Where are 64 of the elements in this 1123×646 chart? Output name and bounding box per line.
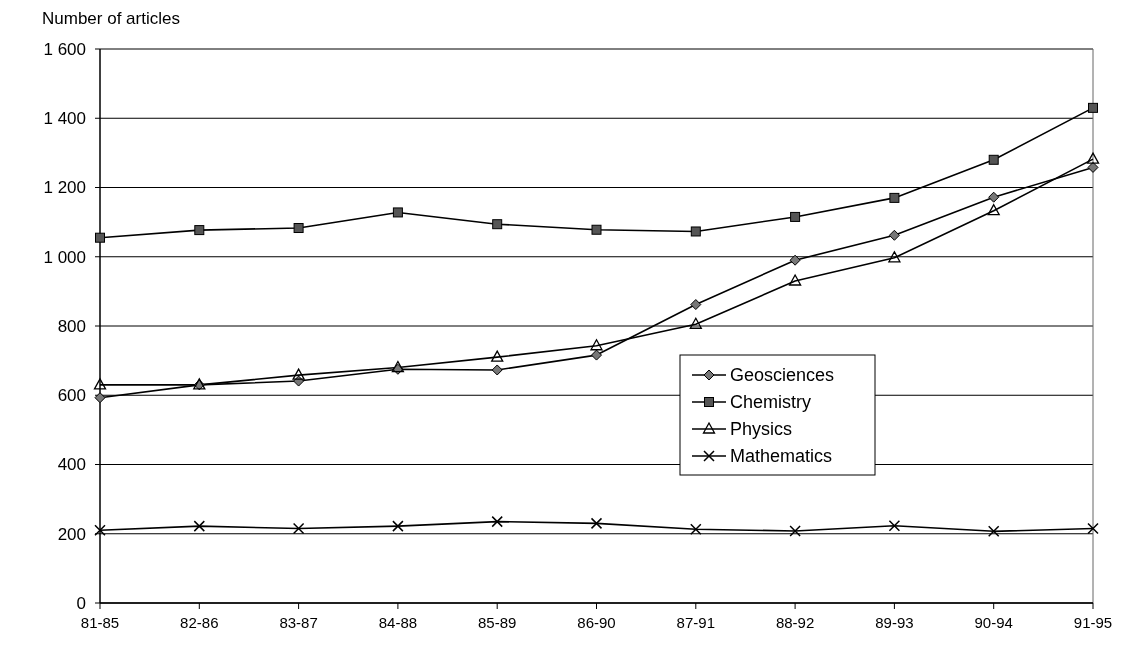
point xyxy=(789,525,801,537)
point xyxy=(987,525,1000,538)
y-tick-label: 1 600 xyxy=(43,39,86,59)
point xyxy=(988,154,999,165)
legend-label: Mathematics xyxy=(730,446,833,467)
point xyxy=(788,274,802,286)
y-tick-label: 1 400 xyxy=(43,109,86,129)
point xyxy=(94,524,106,537)
point xyxy=(193,520,206,532)
point xyxy=(690,299,702,311)
y-tick-label: 800 xyxy=(57,316,86,336)
point xyxy=(591,349,602,361)
point xyxy=(491,364,503,376)
x-tick-label: 84-88 xyxy=(378,614,418,631)
x-tick-label: 85-89 xyxy=(478,614,517,631)
point xyxy=(194,225,205,236)
point xyxy=(93,378,107,390)
point xyxy=(590,517,603,530)
x-tick-label: 86-90 xyxy=(577,614,616,631)
x-tick-label: 87-91 xyxy=(676,614,715,631)
y-axis-title: Number of articles xyxy=(42,9,180,28)
legend-label: Physics xyxy=(730,419,793,440)
point xyxy=(1087,522,1099,535)
y-tick-label: 400 xyxy=(57,455,86,475)
x-tick-label: 90-94 xyxy=(974,614,1013,631)
point xyxy=(293,223,304,234)
point xyxy=(789,254,801,266)
x-tick-label: 82-86 xyxy=(180,614,219,631)
point xyxy=(888,251,901,263)
point xyxy=(1088,102,1098,113)
x-tick-label: 83-87 xyxy=(279,614,318,631)
point xyxy=(95,232,105,243)
legend-label: Geosciences xyxy=(730,365,835,386)
point xyxy=(1086,152,1100,164)
y-tick-label: 200 xyxy=(57,524,86,544)
point xyxy=(690,226,701,237)
x-tick-label: 91-95 xyxy=(1073,614,1113,631)
x-tick-label: 88-92 xyxy=(775,614,815,631)
point xyxy=(1087,161,1099,173)
point xyxy=(987,204,1000,216)
point xyxy=(392,520,404,532)
y-tick-label: 1 200 xyxy=(43,178,86,198)
x-tick-label: 81-85 xyxy=(80,614,120,631)
point xyxy=(392,207,403,218)
point xyxy=(94,392,106,404)
point xyxy=(292,368,305,380)
point xyxy=(988,191,1000,203)
y-tick-label: 1 000 xyxy=(43,247,86,267)
legend-label: Chemistry xyxy=(730,392,812,413)
point xyxy=(889,192,900,203)
point xyxy=(591,224,602,235)
point xyxy=(590,339,603,351)
point xyxy=(690,523,702,535)
y-tick-label: 0 xyxy=(76,593,86,613)
point xyxy=(888,520,901,532)
point xyxy=(689,317,702,329)
x-tick-label: 89-93 xyxy=(875,614,914,631)
point xyxy=(790,211,801,222)
point xyxy=(491,350,504,362)
point xyxy=(492,219,503,230)
y-tick-label: 600 xyxy=(57,386,86,406)
point xyxy=(292,522,305,535)
point xyxy=(491,515,503,528)
point xyxy=(888,229,900,241)
